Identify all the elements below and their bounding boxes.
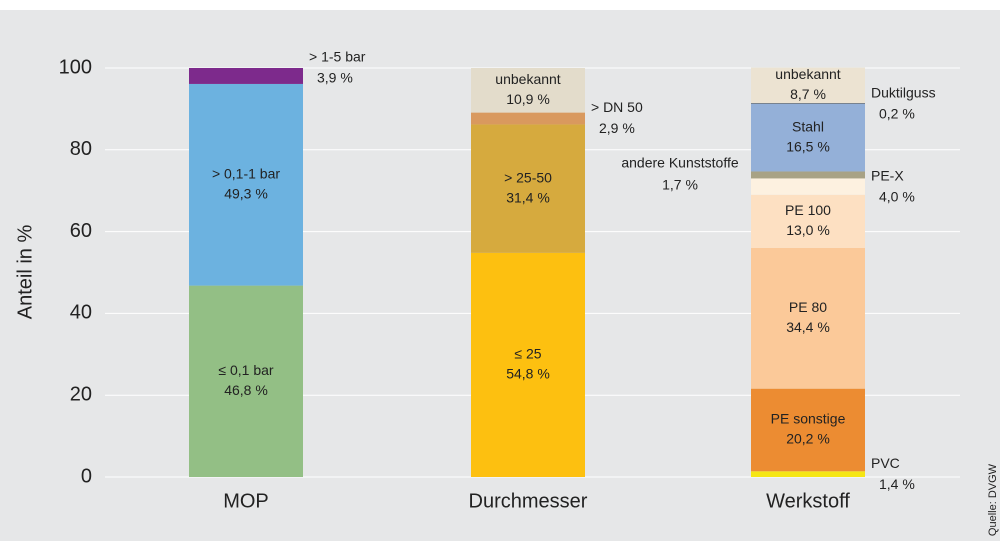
value-label: 0,2 % <box>879 105 915 121</box>
value-label: 16,5 % <box>786 138 830 154</box>
bar-segment <box>471 112 585 125</box>
bar-segment <box>751 247 865 389</box>
segment-label: PE 100 <box>785 202 831 218</box>
bar-segment <box>189 68 303 84</box>
segment-label: Stahl <box>792 118 824 134</box>
segment-label: PE-X <box>871 167 904 183</box>
bar-segment <box>751 103 865 104</box>
segment-label: > 25-50 <box>504 169 552 185</box>
value-label: 4,0 % <box>879 188 915 204</box>
segment-label: andere Kunststoffe <box>621 155 738 171</box>
segment-label: unbekannt <box>775 66 841 82</box>
segment-label: PVC <box>871 455 900 471</box>
value-label: 54,8 % <box>506 366 550 382</box>
bar-segment <box>751 194 865 248</box>
x-tick-label: Durchmesser <box>469 490 588 512</box>
segment-label: ≤ 0,1 bar <box>218 362 273 378</box>
value-label: 3,9 % <box>317 70 353 86</box>
segment-label: PE sonstige <box>771 411 846 427</box>
value-label: 46,8 % <box>224 382 268 398</box>
y-tick-label: 80 <box>70 138 92 160</box>
value-label: 49,3 % <box>224 185 268 201</box>
bar-segment <box>189 83 303 286</box>
bar-segment <box>471 252 585 477</box>
x-tick-label: MOP <box>223 490 269 512</box>
value-label: 10,9 % <box>506 91 550 107</box>
source: Quelle: DVGW <box>987 463 999 536</box>
segment-label: Duktilguss <box>871 84 936 100</box>
top-band <box>0 0 1000 10</box>
value-label: 1,4 % <box>879 476 915 492</box>
value-label: 2,9 % <box>599 120 635 136</box>
bar-segment <box>471 68 585 113</box>
y-tick-label: 0 <box>81 465 92 487</box>
value-label: 13,0 % <box>786 222 830 238</box>
y-tick-label: 40 <box>70 302 92 324</box>
bar-segment <box>189 285 303 477</box>
y-tick-label: 60 <box>70 220 92 242</box>
bar-segment <box>751 471 865 477</box>
bar-segment <box>471 124 585 253</box>
segment-label: > DN 50 <box>591 99 643 115</box>
segment-label: > 0,1-1 bar <box>212 165 280 181</box>
x-tick-label: Werkstoff <box>766 490 850 512</box>
segment-label: ≤ 25 <box>514 346 541 362</box>
bar-segment <box>751 171 865 179</box>
y-tick-label: 100 <box>59 56 92 78</box>
bar-segment <box>751 67 865 104</box>
y-tick-label: 20 <box>70 383 92 405</box>
value-label: 1,7 % <box>662 177 698 193</box>
bar-segment <box>751 103 865 172</box>
segment-label: > 1-5 bar <box>309 49 366 65</box>
value-label: 20,2 % <box>786 431 830 447</box>
segment-label: PE 80 <box>789 299 827 315</box>
segment-label: unbekannt <box>495 71 561 87</box>
value-label: 31,4 % <box>506 189 550 205</box>
bar-segment <box>751 178 865 195</box>
value-label: 34,4 % <box>786 319 830 335</box>
value-label: 8,7 % <box>790 86 826 102</box>
bar-segment <box>751 388 865 472</box>
y-axis-title: Anteil in % <box>14 225 36 320</box>
